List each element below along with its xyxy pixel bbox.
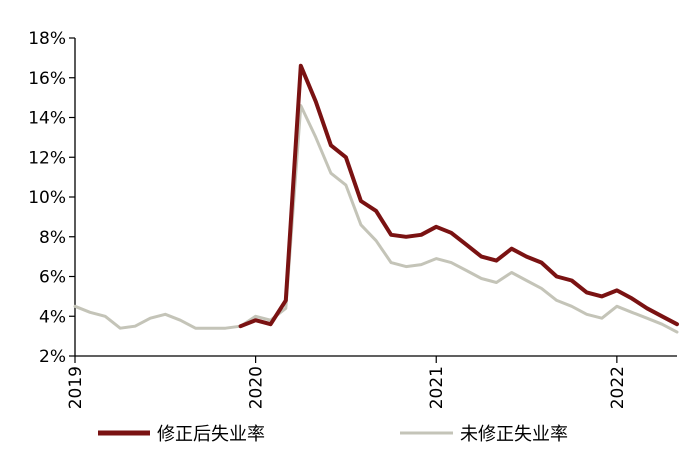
legend-label-1: 未修正失业率	[460, 424, 568, 445]
axes: 2% 4% 6% 8% 10% 12% 14% 16% 18% 2019 2020 2021 2022	[28, 29, 677, 409]
y-tick-label: 4%	[39, 307, 66, 327]
y-tick-label: 8%	[39, 228, 66, 248]
y-tick-label: 12%	[28, 148, 66, 168]
y-tick-label: 2%	[39, 347, 66, 367]
y-tick-label: 10%	[28, 188, 66, 208]
x-tick-label: 2021	[427, 366, 447, 409]
x-tick-label: 2022	[608, 366, 628, 409]
series-line-0	[238, 63, 679, 329]
legend-label-0: 修正后失业率	[157, 424, 265, 445]
y-tick-label: 16%	[28, 69, 66, 89]
series-line-1	[73, 104, 679, 334]
x-tick-label: 2019	[66, 366, 86, 409]
y-tick-label: 14%	[28, 109, 66, 129]
legend: 修正后失业率 未修正失业率	[98, 424, 568, 445]
y-tick-label: 18%	[28, 29, 66, 49]
x-tick-label: 2020	[247, 366, 267, 409]
series-layer	[73, 63, 679, 334]
y-tick-label: 6%	[39, 268, 66, 288]
